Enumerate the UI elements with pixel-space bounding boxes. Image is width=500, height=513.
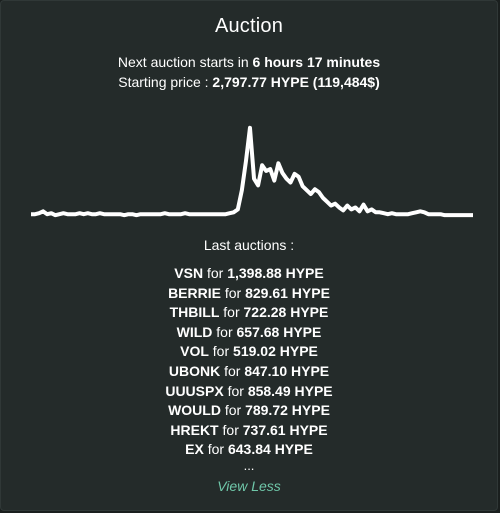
starting-price-prefix: Starting price : [118,74,213,90]
auction-list-item: THBILL for 722.28 HYPE [1,303,497,323]
auction-amount: 858.49 HYPE [247,382,333,399]
auction-list-item: VSN for 1,398.88 HYPE [1,264,497,284]
auction-list-item: VOL for 519.02 HYPE [1,342,497,362]
next-auction-time: 6 hours 17 minutes [252,54,381,70]
starting-price-value: 2,797.77 HYPE (119,484$) [212,74,380,90]
auction-list-item: WOULD for 789.72 HYPE [1,401,497,421]
auction-list-item: UUUSPX for 858.49 HYPE [1,382,497,402]
auction-for-word: for [203,265,228,281]
last-auctions-title: Last auctions : [203,237,295,253]
auction-amount: 657.68 HYPE [236,323,322,340]
auction-amount: 737.61 HYPE [242,421,328,438]
auction-amount: 643.84 HYPE [227,441,313,458]
auction-amount: 847.10 HYPE [244,362,330,379]
auction-for-word: for [220,284,246,301]
last-auctions-list: VSN for 1,398.88 HYPE BERRIE for 829.61 H… [1,264,497,460]
auction-amount: 829.61 HYPE [245,284,330,301]
auction-ticker: EX [185,441,204,458]
auction-amount: 519.02 HYPE [233,343,318,360]
auction-list-item: BERRIE for 829.61 HYPE [1,284,497,304]
auction-title: Auction [214,15,284,37]
auction-ticker: WOULD [168,402,221,419]
auction-list-item: UBONK for 847.10 HYPE [1,362,497,382]
auction-for-word: for [219,304,244,321]
auction-for-word: for [223,382,248,399]
auction-amount: 1,398.88 HYPE [227,265,324,281]
auction-for-word: for [208,343,234,360]
next-auction-prefix: Next auction starts in [117,54,253,70]
auction-ticker: UBONK [168,362,221,379]
auction-for-word: for [212,323,237,340]
auction-list-item: WILD for 657.68 HYPE [1,323,497,343]
chart-series-line [31,125,473,218]
auction-ticker: VSN [174,265,204,281]
auction-for-word: for [203,441,228,458]
auction-amount: 722.28 HYPE [243,304,329,321]
auction-for-word: for [220,402,246,419]
auction-ticker: HREKT [170,421,219,438]
list-ellipsis: ... [243,458,255,473]
auction-ticker: THBILL [169,304,220,321]
auction-list-item: EX for 643.84 HYPE [1,440,497,460]
auction-ticker: VOL [180,343,209,360]
auction-amount: 789.72 HYPE [245,402,330,419]
view-less-link[interactable]: View Less [217,478,281,494]
next-auction-line: Next auction starts in 6 hours 17 minute… [1,54,497,70]
auction-list-item: HREKT for 737.61 HYPE [1,421,497,441]
auction-ticker: BERRIE [168,284,221,301]
starting-price-line: Starting price : 2,797.77 HYPE (119,484$… [1,74,497,90]
auction-ticker: UUUSPX [165,382,224,399]
auction-for-word: for [220,362,245,379]
auction-for-word: for [218,421,243,438]
auction-price-chart [31,125,473,218]
auction-ticker: WILD [176,323,213,340]
